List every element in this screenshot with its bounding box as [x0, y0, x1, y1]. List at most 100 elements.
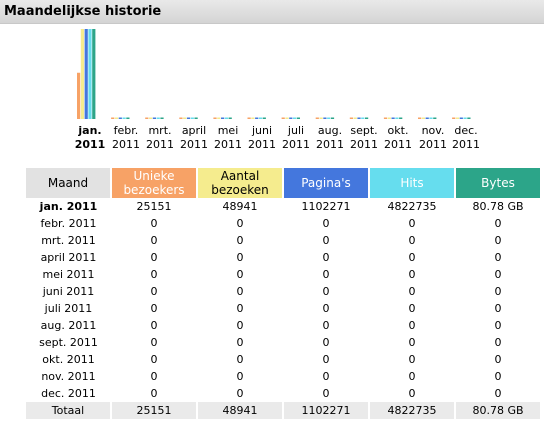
- table-row: juni 2011 0 0 0 0 0: [26, 283, 541, 300]
- cell-hits: 0: [408, 285, 416, 298]
- bar-3-12: [459, 117, 463, 119]
- header-unique-line2: bezoekers: [123, 183, 185, 197]
- cell-unique: 0: [150, 268, 158, 281]
- bar-5-12: [467, 117, 471, 119]
- bar-1-6: [247, 117, 251, 119]
- bar-3-11: [425, 117, 429, 119]
- section-title: Maandelijkse historie: [4, 4, 162, 19]
- cell-visits: 0: [236, 217, 244, 230]
- bar-2-4: [183, 117, 187, 119]
- cell-visits: 0: [236, 251, 244, 264]
- cell-month: sept. 2011: [39, 336, 98, 349]
- cell-unique: 0: [150, 353, 158, 366]
- cell-bytes: 0: [494, 251, 502, 264]
- cell-visits: 0: [236, 234, 244, 247]
- totals-hits: 4822735: [369, 402, 456, 419]
- cell-hits: 0: [408, 268, 416, 281]
- header-visits-line2: bezoeken: [211, 183, 269, 197]
- chart-month-label: 2011: [419, 138, 447, 151]
- bar-1-5: [213, 117, 217, 119]
- table-row: okt. 2011 0 0 0 0 0: [26, 351, 541, 368]
- bar-3-9: [357, 117, 361, 119]
- bar-2-9: [353, 117, 357, 119]
- bar-3-6: [255, 117, 259, 119]
- monthly-history-chart: jan.2011febr.2011mrt.2011april2011mei201…: [75, 29, 480, 151]
- cell-month: nov. 2011: [41, 370, 96, 383]
- chart-month-label: juli: [287, 124, 304, 137]
- chart-month-label: 2011: [384, 138, 412, 151]
- chart-month-label: juni: [251, 124, 272, 137]
- bar-1-3: [145, 117, 149, 119]
- bar-5-7: [296, 117, 300, 119]
- table-row: aug. 2011 0 0 0 0 0: [26, 317, 541, 334]
- bar-2-6: [251, 117, 255, 119]
- cell-bytes: 80.78 GB: [472, 200, 524, 213]
- header-visits: Aantal bezoeken: [197, 168, 284, 198]
- table-row: dec. 2011 0 0 0 0 0: [26, 385, 541, 402]
- cell-hits: 0: [408, 353, 416, 366]
- cell-hits: 0: [408, 234, 416, 247]
- cell-bytes: 0: [494, 285, 502, 298]
- header-hits: Hits: [369, 168, 456, 198]
- bar-1-1: [77, 72, 81, 119]
- bar-3-7: [289, 117, 293, 119]
- bar-4-10: [395, 117, 399, 119]
- cell-month: april 2011: [40, 251, 97, 264]
- cell-month: febr. 2011: [40, 217, 97, 230]
- cell-unique: 0: [150, 217, 158, 230]
- cell-pages: 0: [322, 302, 330, 315]
- cell-bytes: 0: [494, 234, 502, 247]
- bar-5-8: [330, 117, 335, 119]
- bar-3-4: [186, 117, 191, 119]
- chart-month-label: aug.: [318, 124, 342, 137]
- bar-5-4: [194, 117, 198, 119]
- cell-pages: 0: [322, 370, 330, 383]
- cell-hits: 0: [408, 217, 416, 230]
- cell-hits: 0: [408, 251, 416, 264]
- bar-4-6: [258, 117, 263, 119]
- bar-2-12: [455, 117, 460, 119]
- bar-1-12: [452, 117, 456, 119]
- bar-2-10: [387, 117, 391, 119]
- cell-month: mrt. 2011: [41, 234, 96, 247]
- table-row: febr. 2011 0 0 0 0 0: [26, 215, 541, 232]
- bar-2-8: [319, 117, 323, 119]
- monthly-history-table: Maand Unieke bezoekers Aantal bezoeken P…: [26, 168, 542, 419]
- cell-unique: 0: [150, 285, 158, 298]
- bar-3-3: [152, 117, 156, 119]
- chart-month-label: 2011: [146, 138, 174, 151]
- bar-1-4: [179, 117, 183, 119]
- totals-label: Totaal: [26, 402, 112, 419]
- cell-visits: 0: [236, 336, 244, 349]
- chart-month-label: 2011: [248, 138, 276, 151]
- chart-month-label: 2011: [282, 138, 310, 151]
- bar-1-11: [418, 117, 422, 119]
- cell-pages: 0: [322, 251, 330, 264]
- chart-month-label: okt.: [388, 124, 409, 137]
- bar-4-1: [88, 29, 92, 119]
- cell-hits: 0: [408, 336, 416, 349]
- cell-unique: 0: [150, 319, 158, 332]
- chart-month-label: april: [182, 124, 206, 137]
- cell-month: juni 2011: [42, 285, 95, 298]
- totals-bytes: 80.78 GB: [455, 402, 542, 419]
- cell-pages: 0: [322, 353, 330, 366]
- bar-2-1: [80, 29, 84, 119]
- bar-4-3: [156, 117, 160, 119]
- chart-month-label: 2011: [180, 138, 208, 151]
- totals-pages: 1102271: [283, 402, 370, 419]
- bar-5-11: [433, 117, 437, 119]
- chart-month-label: 2011: [316, 138, 344, 151]
- cell-month: jan. 2011: [39, 200, 98, 213]
- cell-hits: 0: [408, 319, 416, 332]
- table-row: jan. 2011 25151 48941 1102271 4822735 80.78 G…: [26, 198, 541, 215]
- table-row: mrt. 2011 0 0 0 0 0: [26, 232, 541, 249]
- cell-hits: 0: [408, 370, 416, 383]
- cell-month: juli 2011: [44, 302, 93, 315]
- bar-5-5: [228, 117, 232, 119]
- bar-5-2: [126, 117, 130, 119]
- cell-visits: 0: [236, 268, 244, 281]
- totals-unique: 25151: [111, 402, 198, 419]
- header-bytes: Bytes: [455, 168, 542, 198]
- totals-row: Totaal 25151 48941 1102271 4822735 80.78…: [26, 402, 542, 419]
